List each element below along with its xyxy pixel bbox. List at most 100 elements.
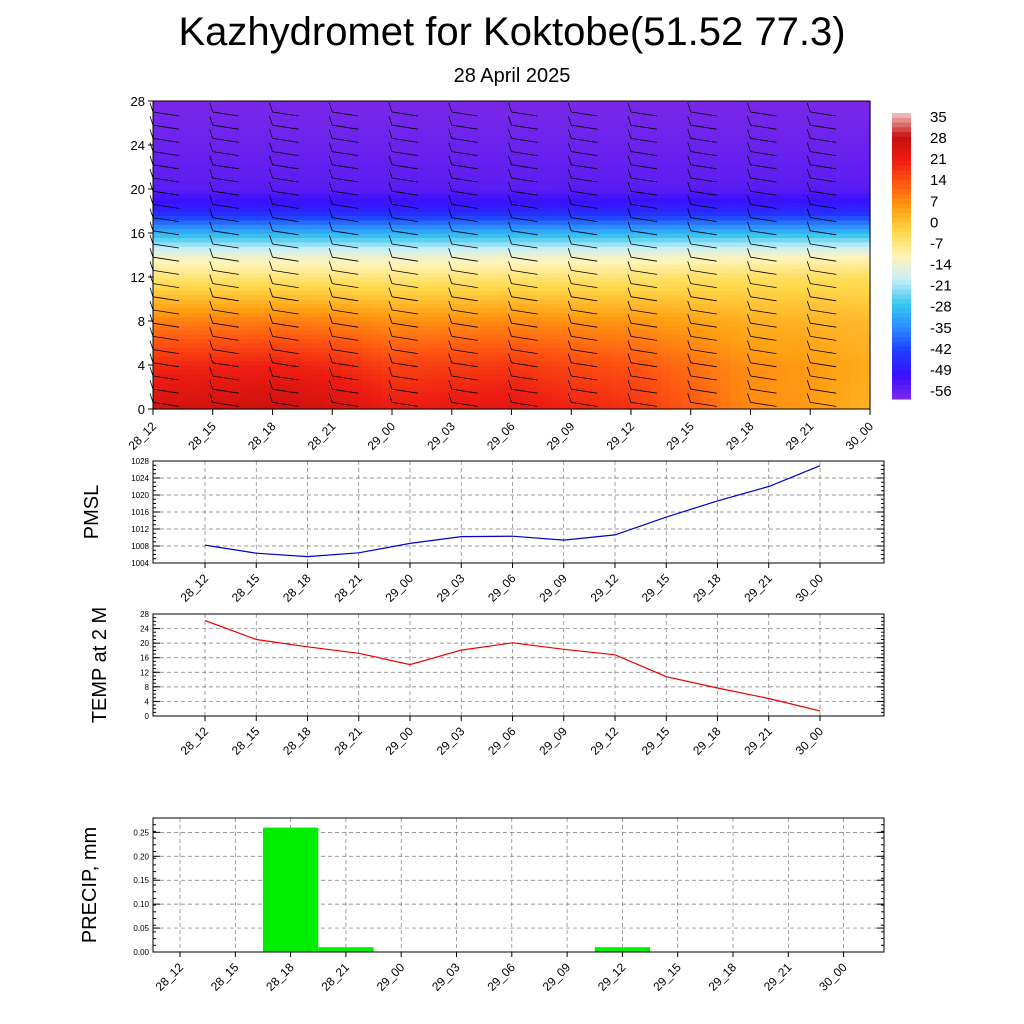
heatmap-cell <box>272 299 284 304</box>
heatmap-cell <box>611 378 622 384</box>
heatmap-cell <box>262 118 274 124</box>
heatmap-cell <box>581 224 592 230</box>
heatmap-cell <box>401 285 413 291</box>
heatmap-cell <box>342 171 353 177</box>
heatmap-cell <box>461 189 473 194</box>
heatmap-cell <box>222 294 234 300</box>
heatmap-cell <box>322 123 333 128</box>
heatmap-cell <box>411 171 423 177</box>
heatmap-cell <box>770 255 781 260</box>
heatmap-cell <box>541 228 552 234</box>
heatmap-cell <box>700 387 712 392</box>
heatmap-cell <box>362 281 373 287</box>
heatmap-cell <box>710 109 722 115</box>
heatmap-cell <box>322 334 333 340</box>
heatmap-cell <box>312 387 323 392</box>
heatmap-cell <box>401 118 413 124</box>
heatmap-cell <box>431 184 443 190</box>
heatmap-cell <box>172 343 184 348</box>
heatmap-cell <box>501 347 513 353</box>
heatmap-cell <box>332 404 343 410</box>
heatmap-cell <box>690 391 702 397</box>
heatmap-cell <box>700 189 712 194</box>
heatmap-cell <box>192 241 204 247</box>
heatmap-cell <box>840 219 851 225</box>
heatmap-cell <box>222 237 234 243</box>
heatmap-cell <box>292 369 303 375</box>
heatmap-cell <box>531 312 542 318</box>
heatmap-cell <box>421 123 433 128</box>
heatmap-cell <box>192 378 204 384</box>
page-subtitle: 28 April 2025 <box>453 65 571 87</box>
heatmap-cell <box>521 268 533 274</box>
heatmap-cell <box>790 215 801 221</box>
heatmap-cell <box>850 316 861 322</box>
heatmap-cell <box>312 369 323 375</box>
heatmap-cell <box>531 338 542 344</box>
heatmap-cell <box>362 387 373 392</box>
heatmap-cell <box>182 246 194 252</box>
heatmap-cell <box>690 105 702 111</box>
heatmap-cell <box>421 175 433 181</box>
heatmap-cell <box>790 316 801 322</box>
heatmap-cell <box>760 312 772 318</box>
heatmap-cell <box>302 219 313 225</box>
heatmap-cell <box>611 356 622 362</box>
heatmap-cell <box>312 303 323 309</box>
heatmap-cell <box>202 171 214 177</box>
heatmap-cell <box>401 329 413 335</box>
heatmap-cell <box>760 105 772 111</box>
heatmap-cell <box>392 307 403 313</box>
heatmap-cell <box>372 109 383 115</box>
heatmap-cell <box>192 215 204 221</box>
heatmap-cell <box>212 241 224 247</box>
heatmap-cell <box>840 329 851 335</box>
heatmap-cell <box>810 316 821 322</box>
heatmap-cell <box>800 246 811 252</box>
heatmap-cell <box>531 321 542 326</box>
heatmap-cell <box>411 259 423 265</box>
heatmap-cell <box>342 250 353 256</box>
heatmap-cell <box>392 193 403 199</box>
heatmap-cell <box>750 369 762 375</box>
heatmap-cell <box>431 246 443 252</box>
heatmap-cell <box>352 369 363 375</box>
heatmap-cell <box>611 351 622 357</box>
heatmap-cell <box>830 250 841 256</box>
heatmap-cell <box>332 338 343 344</box>
heatmap-cell <box>581 149 592 155</box>
heatmap-cell <box>720 175 732 181</box>
heatmap-cell <box>242 109 254 115</box>
heatmap-cell <box>730 356 742 362</box>
heatmap-cell <box>431 193 443 199</box>
heatmap-cell <box>421 338 433 344</box>
heatmap-cell <box>202 395 214 401</box>
heatmap-cell <box>172 246 184 252</box>
heatmap-cell <box>342 228 353 234</box>
heatmap-cell <box>501 202 513 208</box>
heatmap-cell <box>411 136 423 142</box>
heatmap-cell <box>531 228 542 234</box>
heatmap-cell <box>212 387 224 392</box>
heatmap-cell <box>252 404 264 410</box>
heatmap-cell <box>421 211 433 216</box>
heatmap-cell <box>312 140 323 146</box>
heatmap-cell <box>451 395 463 401</box>
heatmap-cell <box>212 202 224 208</box>
heatmap-cell <box>511 391 523 397</box>
heatmap-cell <box>650 272 662 278</box>
heatmap-cell <box>292 387 303 392</box>
heatmap-cell <box>382 109 393 115</box>
heatmap-cell <box>790 241 801 247</box>
heatmap-cell <box>730 228 742 234</box>
heatmap-cell <box>202 259 214 265</box>
heatmap-cell <box>192 382 204 388</box>
heatmap-cell <box>760 307 772 313</box>
heatmap-cell <box>411 197 423 203</box>
heatmap-cell <box>501 237 513 243</box>
heatmap-cell <box>342 131 353 137</box>
heatmap-cell <box>650 180 662 186</box>
heatmap-cell <box>401 167 413 172</box>
heatmap-cell <box>232 224 244 230</box>
heatmap-cell <box>491 233 503 238</box>
